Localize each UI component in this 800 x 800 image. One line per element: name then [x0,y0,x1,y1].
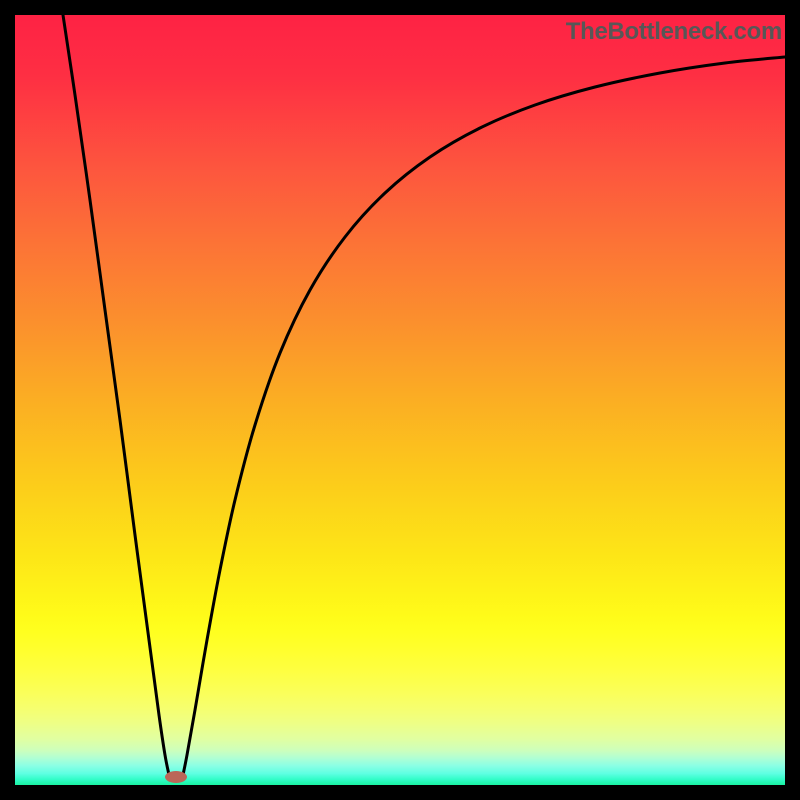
watermark-text: TheBottleneck.com [566,18,782,46]
plot-svg [15,15,785,785]
gradient-background [15,15,785,785]
minimum-marker [165,771,187,783]
chart-frame: TheBottleneck.com [0,0,800,800]
plot-area [15,15,785,785]
